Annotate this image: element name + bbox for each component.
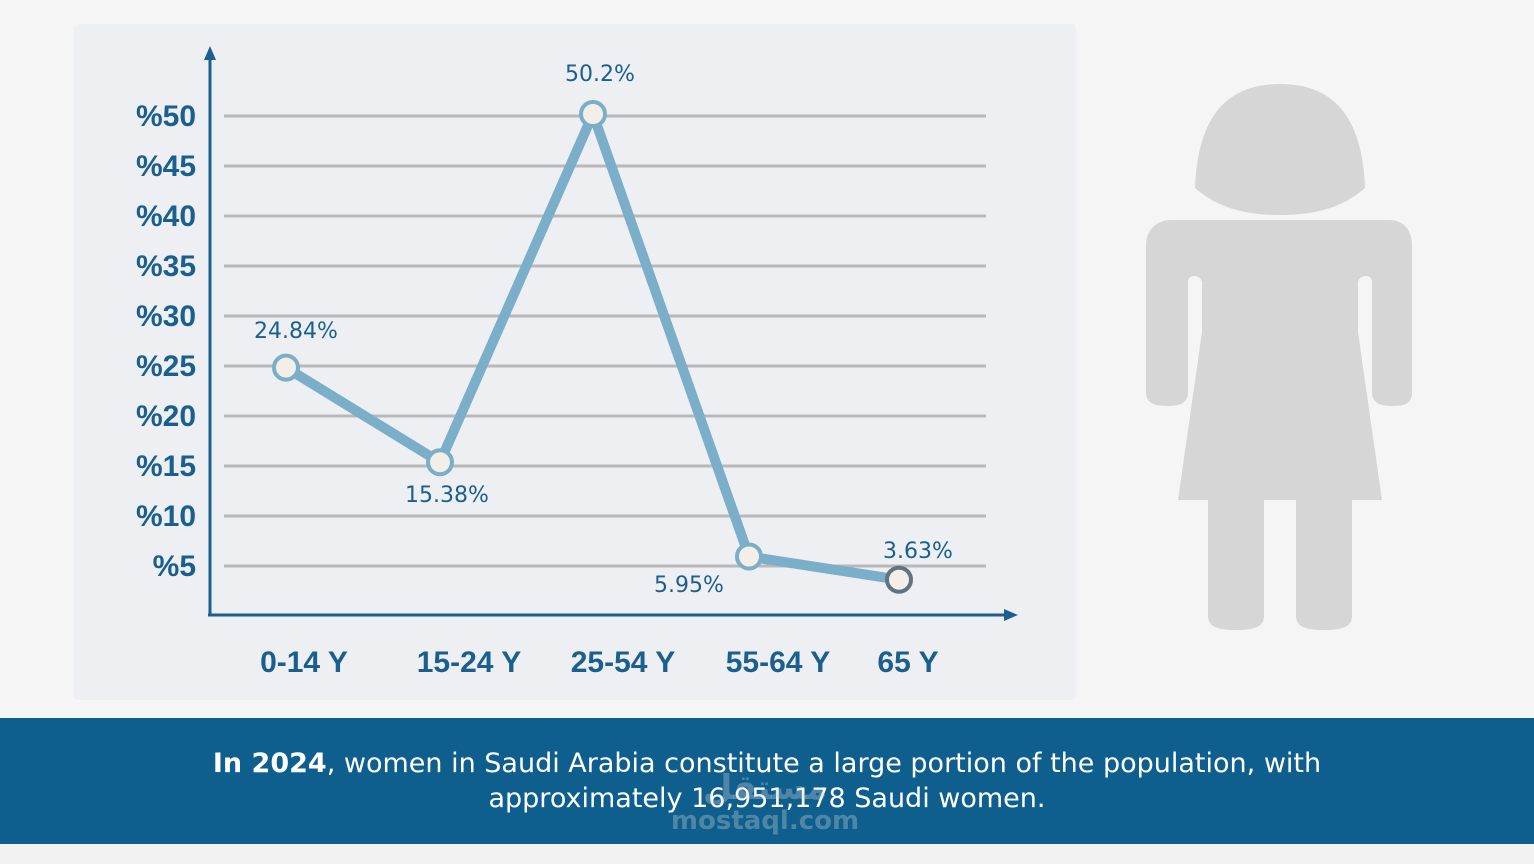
x-tick-label: 65 Y	[877, 646, 938, 679]
data-point	[272, 353, 300, 382]
y-tick-label: %50	[136, 100, 196, 133]
footer-banner: In 2024, women in Saudi Arabia constitut…	[0, 718, 1534, 844]
y-tick-label: %20	[136, 400, 196, 433]
woman-icon	[1146, 84, 1412, 630]
caption-text: In 2024, women in Saudi Arabia constitut…	[130, 746, 1404, 816]
watermark-arabic: مستقل	[702, 768, 828, 808]
y-tick-label: %5	[153, 550, 196, 583]
y-tick-label: %25	[136, 350, 196, 383]
data-label: 3.63%	[883, 539, 953, 564]
data-label: 5.95%	[654, 573, 724, 598]
data-point	[426, 448, 454, 477]
y-tick-label: %10	[136, 500, 196, 533]
line-chart: %50 %45 %40 %35 %30 %25 %20 %15 %10 %5 0-14 Y 15-2…	[136, 46, 1018, 679]
data-label: 50.2%	[565, 62, 635, 87]
x-axis-arrow	[1004, 609, 1018, 621]
caption-body: , women in Saudi Arabia constitute a lar…	[326, 748, 1322, 814]
series-line	[281, 109, 904, 585]
data-labels: 24.84% 15.38% 50.2% 5.95% 3.63%	[254, 62, 953, 598]
watermark-domain: mostaql.com	[670, 806, 860, 836]
data-point	[735, 542, 763, 571]
x-tick-label: 25-54 Y	[571, 646, 676, 679]
caption-year: In 2024	[212, 748, 327, 779]
series-path	[281, 109, 904, 585]
x-tick-label: 0-14 Y	[260, 646, 348, 679]
y-tick-label: %45	[136, 150, 196, 183]
chart-panel: %50 %45 %40 %35 %30 %25 %20 %15 %10 %5 0-14 Y 15-2…	[74, 24, 1076, 700]
watermark: مستقل mostaql.com	[640, 770, 890, 844]
axes	[204, 46, 1018, 621]
data-point	[885, 565, 913, 594]
x-tick-labels: 0-14 Y 15-24 Y 25-54 Y 55-64 Y 65 Y	[260, 646, 939, 679]
data-label: 15.38%	[405, 483, 489, 508]
bottom-strip	[0, 844, 1534, 864]
y-tick-label: %35	[136, 250, 196, 283]
x-tick-label: 15-24 Y	[417, 646, 522, 679]
y-tick-label: %40	[136, 200, 196, 233]
y-tick-label: %30	[136, 300, 196, 333]
y-tick-label: %15	[136, 450, 196, 483]
x-tick-label: 55-64 Y	[726, 646, 831, 679]
grid-lines	[224, 114, 986, 568]
series-markers	[272, 100, 913, 594]
y-axis-arrow	[204, 46, 216, 60]
y-tick-labels: %50 %45 %40 %35 %30 %25 %20 %15 %10 %5	[136, 100, 196, 583]
data-label: 24.84%	[254, 319, 338, 344]
data-point	[579, 100, 607, 128]
